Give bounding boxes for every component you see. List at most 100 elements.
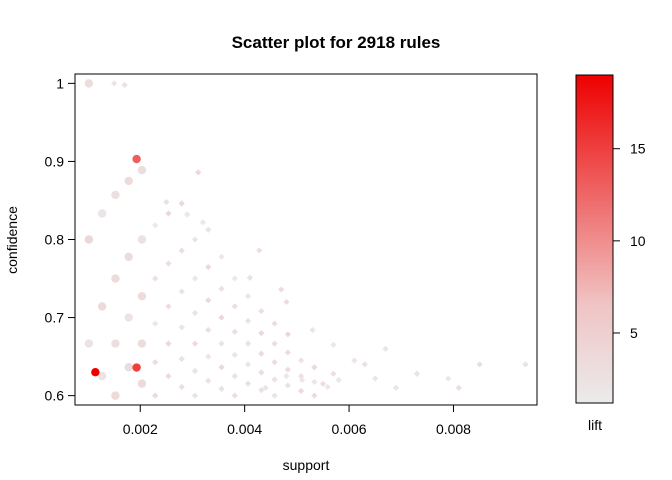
data-point: [152, 320, 159, 327]
x-axis: 0.002 0.004 0.006 0.008: [123, 405, 471, 437]
data-point: [178, 355, 185, 362]
data-point: [382, 345, 389, 352]
data-point: [195, 169, 202, 176]
data-point: [137, 165, 147, 175]
data-point: [258, 330, 265, 337]
data-point: [178, 247, 185, 254]
data-point: [132, 154, 141, 164]
data-point: [205, 353, 212, 360]
data-point: [218, 385, 225, 392]
data-point: [361, 361, 368, 368]
data-point: [121, 81, 128, 89]
data-point: [284, 331, 291, 338]
data-point: [84, 339, 94, 348]
x-axis-label: support: [283, 457, 330, 473]
data-point: [218, 340, 225, 347]
data-point: [258, 307, 265, 315]
data-point: [191, 392, 199, 399]
data-point: [298, 376, 306, 384]
data-point: [218, 364, 225, 371]
data-point: [335, 376, 342, 384]
data-point: [218, 285, 225, 292]
data-point: [191, 340, 199, 347]
data-point: [231, 373, 238, 380]
data-point: [178, 324, 185, 331]
x-tick-label: 0.002: [123, 421, 158, 437]
data-point: [271, 359, 278, 366]
data-point: [262, 384, 269, 391]
data-point: [231, 392, 238, 399]
data-point: [271, 392, 278, 399]
data-point: [124, 363, 133, 372]
data-point: [191, 367, 199, 375]
data-point: [298, 387, 305, 395]
y-tick-label: 1: [56, 75, 64, 91]
data-point: [298, 357, 305, 364]
data-point: [152, 222, 159, 229]
data-point: [132, 363, 141, 372]
data-point: [91, 368, 100, 377]
data-point: [256, 247, 263, 254]
data-points: [84, 79, 529, 400]
colorbar-tick-label: 10: [630, 233, 646, 249]
data-point: [199, 219, 206, 226]
data-point: [231, 303, 238, 310]
data-point: [330, 341, 337, 348]
data-point: [165, 373, 172, 380]
data-point: [330, 370, 337, 377]
data-point: [231, 328, 238, 335]
colorbar: [575, 74, 614, 404]
data-point: [137, 292, 147, 301]
data-point: [392, 384, 400, 391]
data-point: [165, 210, 172, 217]
data-point: [191, 309, 199, 317]
data-point: [258, 386, 265, 394]
data-point: [413, 370, 421, 377]
data-point: [165, 303, 172, 310]
data-point: [178, 383, 185, 391]
data-point: [284, 349, 291, 356]
data-point: [97, 209, 107, 218]
data-point: [284, 366, 291, 373]
colorbar-label: lift: [588, 417, 602, 433]
data-point: [311, 378, 318, 385]
data-point: [111, 339, 120, 348]
data-point: [205, 377, 212, 384]
data-point: [163, 198, 170, 206]
data-point: [258, 369, 265, 376]
data-point: [205, 326, 212, 333]
data-point: [111, 80, 118, 87]
data-point: [244, 317, 252, 325]
data-point: [205, 297, 212, 304]
data-point: [231, 275, 238, 282]
data-point: [218, 253, 225, 260]
data-point: [258, 350, 265, 357]
colorbar-tick-label: 5: [630, 325, 638, 341]
chart-title: Scatter plot for 2918 rules: [232, 33, 441, 52]
data-point: [271, 376, 278, 383]
data-point: [137, 339, 147, 348]
data-point: [184, 211, 191, 218]
data-point: [244, 361, 252, 368]
data-point: [111, 274, 120, 283]
data-point: [191, 236, 199, 243]
data-point: [324, 383, 331, 391]
data-point: [165, 340, 172, 347]
data-point: [311, 392, 318, 399]
data-point: [84, 79, 94, 88]
data-point: [152, 275, 159, 282]
colorbar-ticks: 5 10 15: [613, 141, 646, 341]
data-point: [191, 275, 199, 282]
data-point: [84, 235, 94, 244]
x-tick-label: 0.004: [227, 421, 262, 437]
data-point: [97, 302, 107, 311]
data-point: [205, 263, 212, 271]
data-point: [309, 326, 316, 334]
data-point: [111, 190, 120, 200]
data-point: [283, 298, 290, 306]
data-point: [152, 392, 159, 399]
y-axis-label: confidence: [4, 206, 20, 274]
data-point: [165, 260, 172, 267]
data-point: [178, 200, 185, 207]
data-point: [244, 380, 252, 387]
